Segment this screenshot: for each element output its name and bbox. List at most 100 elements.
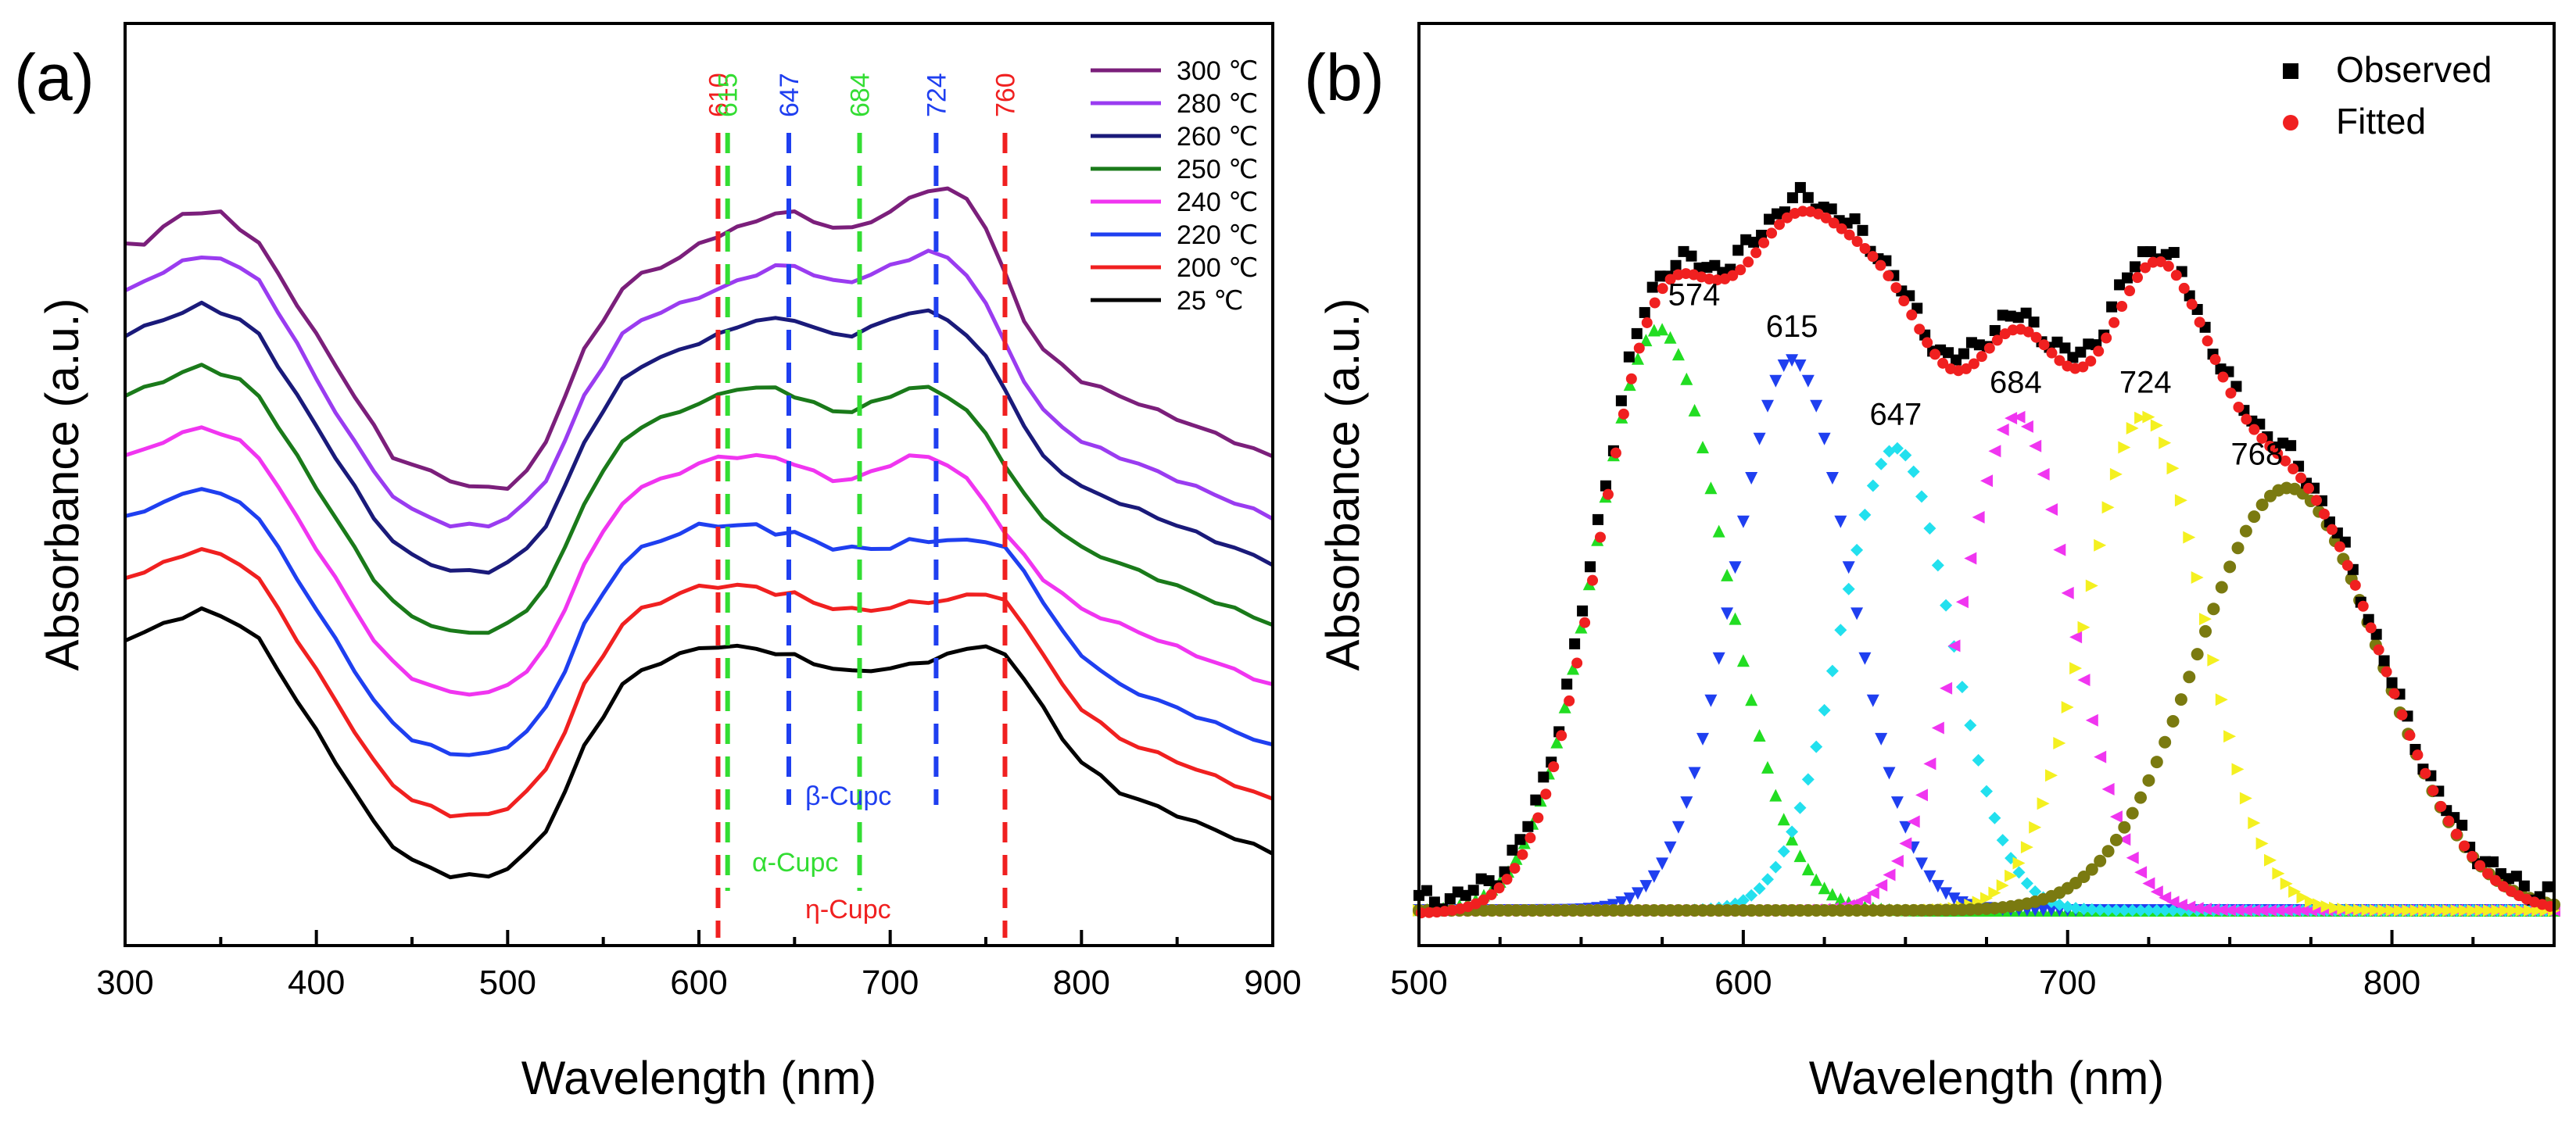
fitted-point (2451, 828, 2463, 840)
component-615-point (1842, 561, 1855, 574)
component-724-point (2483, 904, 2495, 917)
component-615-point (1858, 652, 1872, 665)
component-574-point (1671, 348, 1685, 361)
observed-point (2122, 272, 2134, 284)
fitted-point (1960, 363, 1972, 374)
component-574-point (1632, 352, 1644, 365)
fitted-point (1828, 217, 1840, 229)
component-615-point (1761, 399, 1774, 413)
component-647-point (1988, 811, 2001, 824)
panel-b-label: (b) (1304, 41, 1385, 114)
fitted-point (2241, 413, 2252, 425)
panel-b-legend: Observed Fitted (2283, 49, 2492, 141)
observed-point (1514, 834, 1526, 846)
component-724-point (2337, 903, 2350, 915)
component-647-point (1907, 465, 1920, 478)
fitted-point (2280, 455, 2291, 467)
x-tick-label-400: 400 (288, 964, 345, 1002)
component-647-point (1923, 522, 1936, 535)
component-647-point (1850, 543, 1864, 556)
component-684-point (1940, 681, 1953, 695)
observed-point (2168, 247, 2180, 259)
component-615-point (1810, 399, 1823, 413)
fitted-point (1548, 761, 1560, 773)
fitted-point (1423, 907, 1435, 918)
observed-point (2130, 261, 2141, 273)
reference-line-label-647: 647 (775, 73, 804, 117)
series-line-250 (124, 363, 1274, 635)
observed-point (1538, 771, 1550, 783)
peak-label-768: 768 (2230, 437, 2283, 471)
alpha-cupc-label: α-Cupc (752, 848, 838, 878)
fitted-point (2303, 482, 2315, 494)
fitted-point (2420, 767, 2431, 779)
component-574-point (1639, 334, 1653, 347)
peak-label-684: 684 (1990, 366, 2042, 400)
fitted-point (2404, 730, 2416, 742)
component-724-point (2239, 792, 2252, 805)
component-615-point (1704, 694, 1718, 707)
fitted-point (2030, 331, 2042, 343)
component-647-point (1866, 479, 1879, 492)
reference-line-label-684: 684 (846, 73, 876, 117)
component-574-point (1761, 760, 1774, 774)
fitted-point (1587, 574, 1599, 586)
component-684-point (2020, 420, 2033, 433)
component-615-point (1639, 880, 1653, 893)
component-768-point (2215, 581, 2228, 594)
component-684-point (2255, 904, 2269, 917)
series-line-300 (124, 186, 1274, 491)
fitted-point (1937, 357, 1949, 369)
observed-point (2184, 290, 2195, 302)
component-724-point (2385, 903, 2399, 917)
fitted-point (2085, 356, 2097, 367)
component-647-point (1761, 873, 1774, 886)
x-tick-label-700: 700 (2039, 964, 2096, 1002)
observed-point (2510, 871, 2522, 882)
component-724-point (2458, 904, 2471, 917)
fitted-point (2225, 387, 2237, 399)
component-724-point (2377, 903, 2391, 917)
fitted-point (1493, 882, 1505, 894)
component-615-point (1623, 892, 1636, 906)
component-615-point (1615, 896, 1628, 909)
fitted-point (1501, 874, 1513, 885)
observed-point (1732, 245, 1744, 256)
observed-point (2378, 655, 2390, 667)
component-574-point (1704, 481, 1718, 495)
component-724-point (2142, 410, 2155, 424)
component-724-point (2231, 763, 2245, 776)
component-684-point (1890, 854, 1904, 867)
component-724-point (2101, 501, 2115, 514)
component-724-point (2126, 422, 2139, 434)
component-684-point (2126, 851, 2139, 864)
component-615-point (1745, 472, 1758, 485)
component-615-point (1923, 870, 1936, 883)
series-line-260 (124, 300, 1274, 575)
component-574-point (1786, 832, 1799, 846)
fitted-point (2139, 262, 2151, 274)
component-647-point (1801, 773, 1815, 786)
component-768-point (2159, 735, 2172, 749)
component-574-point (1510, 852, 1523, 865)
component-724-point (2045, 769, 2058, 782)
component-574-point (1550, 735, 1564, 749)
component-684-point (2142, 877, 2155, 890)
component-615-point (1721, 607, 1734, 620)
component-724-point (2280, 877, 2293, 890)
component-684-point (2223, 903, 2237, 917)
panel-b-observed-series (1413, 181, 2553, 915)
legend-label-220: 220 ℃ (1177, 220, 1258, 250)
fitted-point (1890, 282, 1902, 294)
component-724-point (2053, 737, 2066, 749)
panel-b-chart: 500 600 700 800 Wavelength (nm) Absorbance … (1317, 22, 2560, 1104)
component-684-point (2191, 902, 2204, 915)
x-tick-label-300: 300 (96, 964, 153, 1002)
component-684-point (2101, 782, 2115, 796)
component-574-point (1810, 873, 1823, 886)
component-615-point (2037, 903, 2050, 917)
fitted-point (2186, 299, 2198, 310)
component-768-point (2166, 714, 2180, 728)
fitted-point (2046, 347, 2058, 359)
fitted-point (1836, 223, 1847, 234)
